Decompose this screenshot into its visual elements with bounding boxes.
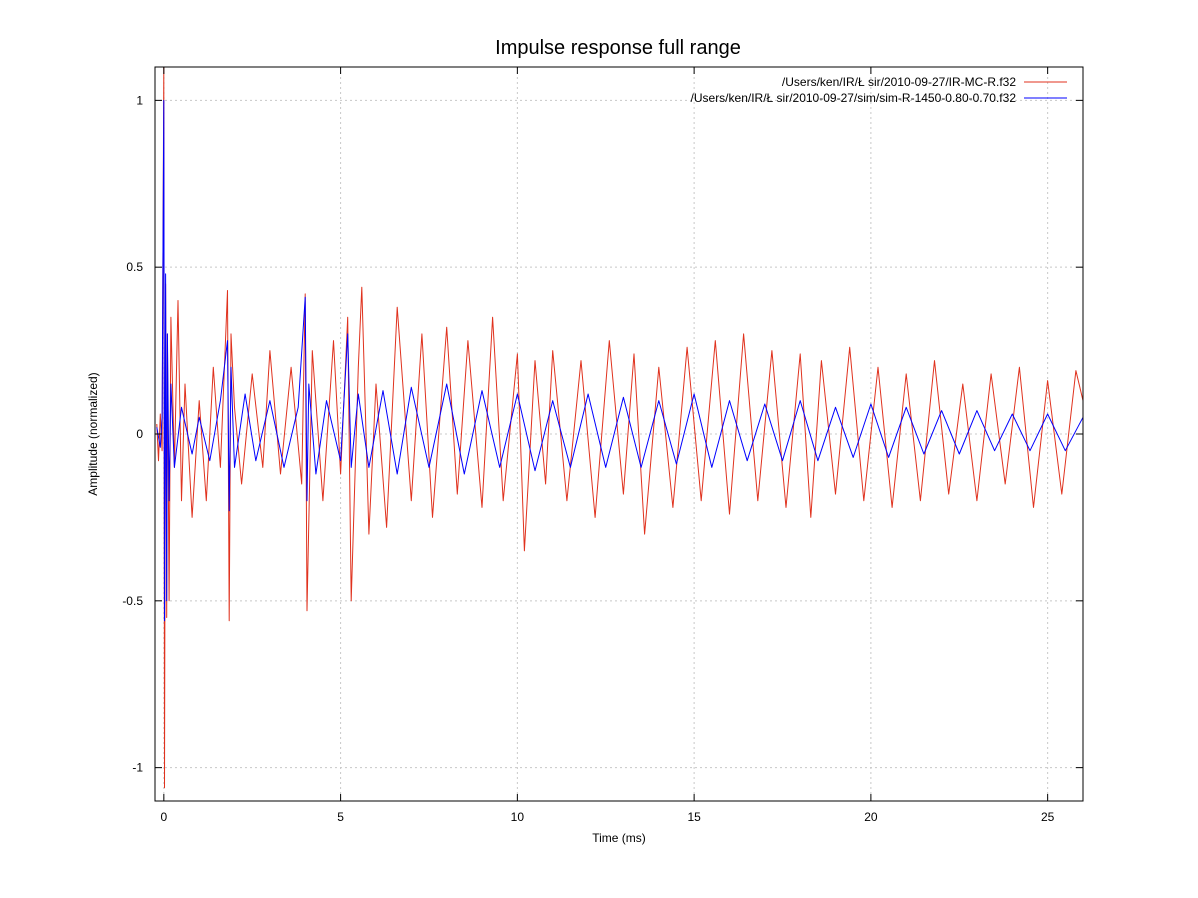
x-tick-label: 0 [160,810,167,824]
x-tick-label: 10 [511,810,525,824]
x-axis-label: Time (ms) [592,831,646,845]
y-tick-label: 0 [136,427,143,441]
series-line-1 [156,66,1084,789]
y-tick-label: -1 [132,761,143,775]
y-tick-label: 0.5 [126,260,143,274]
grid-layer [155,67,1083,801]
x-tick-label: 25 [1041,810,1055,824]
x-tick-label: 15 [687,810,701,824]
legend-label: /Users/ken/IR/Ł sir/2010-09-27/sim/sim-R… [691,91,1017,105]
series-line-2 [156,99,1084,622]
legend: /Users/ken/IR/Ł sir/2010-09-27/IR-MC-R.f… [691,75,1067,105]
x-tick-label: 20 [864,810,878,824]
series-layer [156,66,1084,789]
ticks-layer: 0 5 10 15 20 25 1 0.5 0 -0.5 -1 [122,67,1083,824]
y-tick-label: 1 [136,93,143,107]
chart-title: Impulse response full range [495,37,741,59]
x-tick-label: 5 [337,810,344,824]
legend-label: /Users/ken/IR/Ł sir/2010-09-27/IR-MC-R.f… [782,75,1016,89]
y-tick-label: -0.5 [122,594,143,608]
plot-frame [154,66,1084,802]
y-axis-label: Amplitude (normalized) [86,372,100,495]
